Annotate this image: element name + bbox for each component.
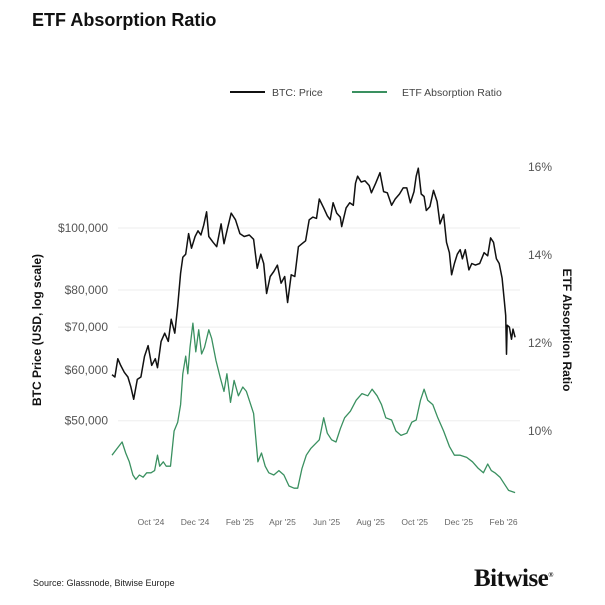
x-tick-label: Oct '25 (401, 517, 428, 527)
x-tick-label: Feb '26 (490, 517, 518, 527)
legend-label-price: BTC: Price (272, 87, 323, 99)
x-tick-label: Oct '24 (138, 517, 165, 527)
y-right-tick-label: 14% (528, 248, 552, 262)
x-tick-label: Dec '24 (181, 517, 210, 527)
y-left-axis-title: BTC Price (USD, log scale) (30, 254, 44, 406)
y-left-tick-label: $60,000 (65, 363, 109, 377)
x-tick-label: Jun '25 (313, 517, 340, 527)
x-tick-label: Aug '25 (356, 517, 385, 527)
legend-label-etf: ETF Absorption Ratio (402, 87, 502, 99)
x-tick-label: Dec '25 (445, 517, 474, 527)
y-left-tick-label: $50,000 (65, 414, 109, 428)
bitwise-logo: Bitwise® (474, 565, 554, 592)
chart-title: ETF Absorption Ratio (32, 10, 217, 30)
y-right-tick-label: 12% (528, 336, 552, 350)
source-note: Source: Glassnode, Bitwise Europe (33, 578, 175, 588)
y-left-tick-label: $70,000 (65, 320, 109, 334)
y-right-axis-title: ETF Absorption Ratio (560, 269, 574, 392)
y-left-tick-label: $100,000 (58, 221, 108, 235)
y-right-tick-label: 16% (528, 160, 552, 174)
x-tick-label: Apr '25 (269, 517, 296, 527)
legend: BTC: Price ETF Absorption Ratio (230, 87, 502, 99)
y-right-tick-label: 10% (528, 424, 552, 438)
etf-absorption-line (111, 322, 516, 494)
x-tick-label: Feb '25 (226, 517, 254, 527)
btc-price-line (111, 167, 516, 401)
y-left-tick-label: $80,000 (65, 283, 109, 297)
